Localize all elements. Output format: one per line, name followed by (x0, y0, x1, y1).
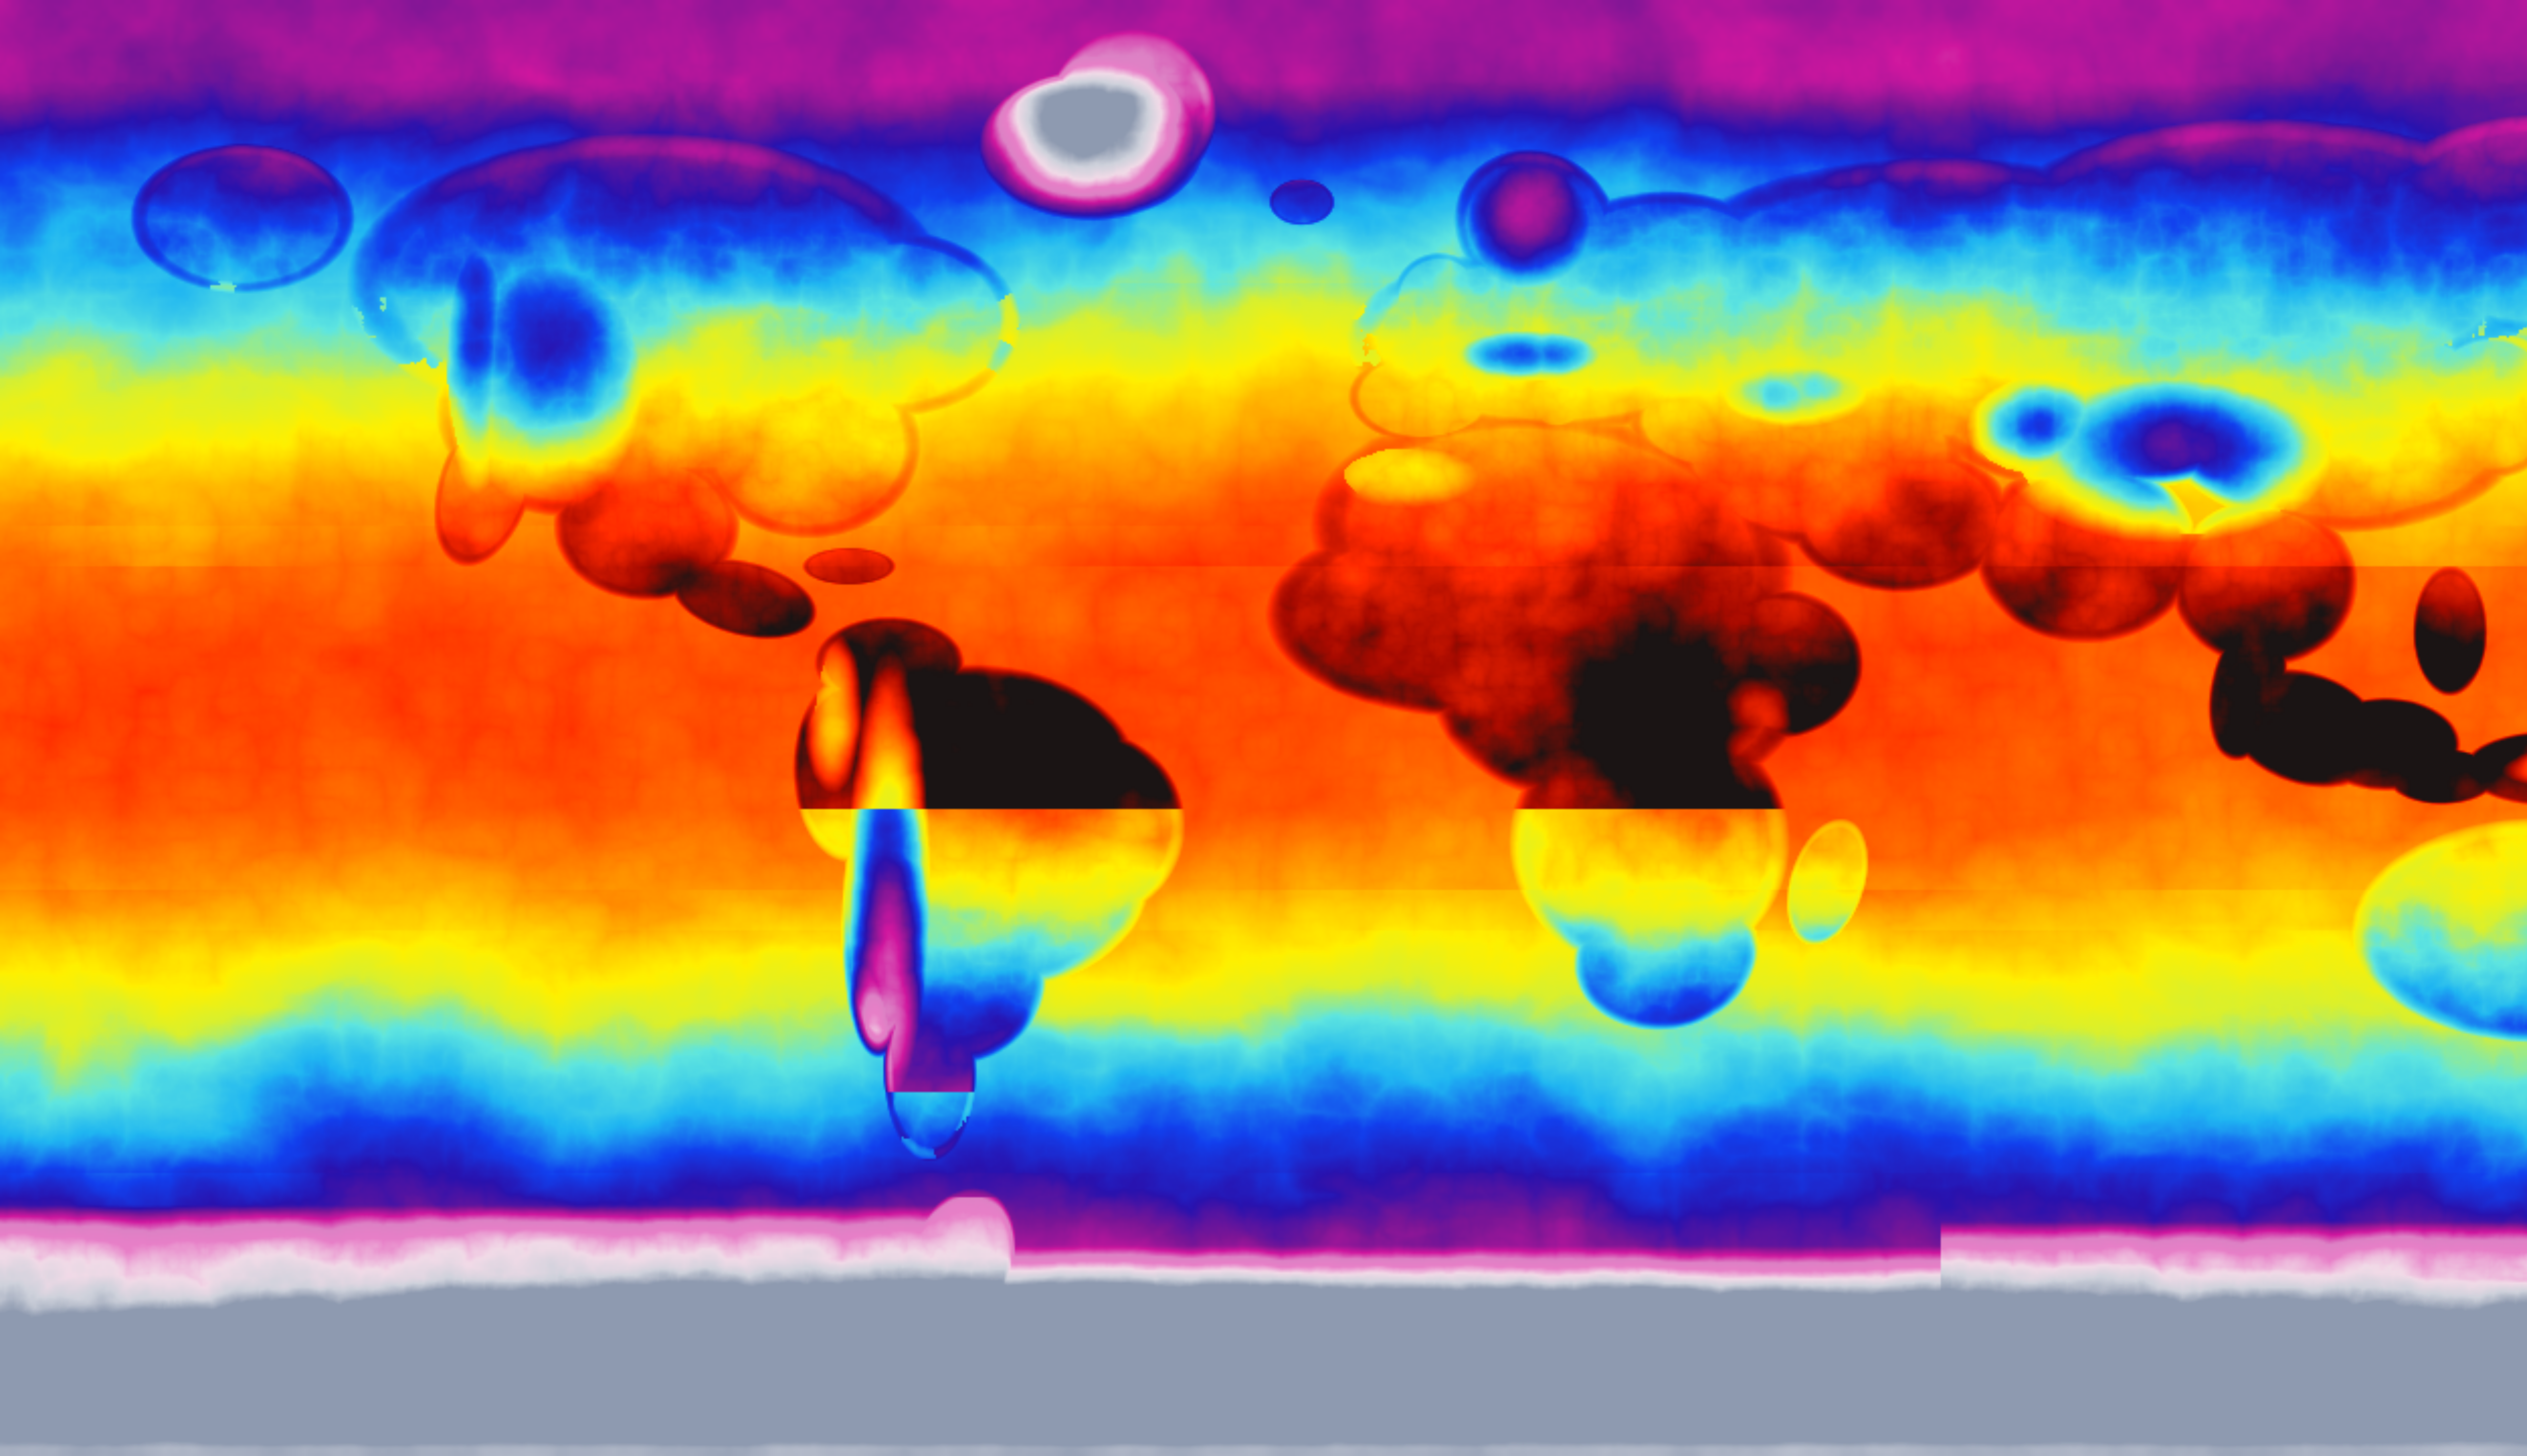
temperature-map-visualization (0, 0, 2527, 1456)
global-surface-temperature-heatmap (0, 0, 2527, 1456)
